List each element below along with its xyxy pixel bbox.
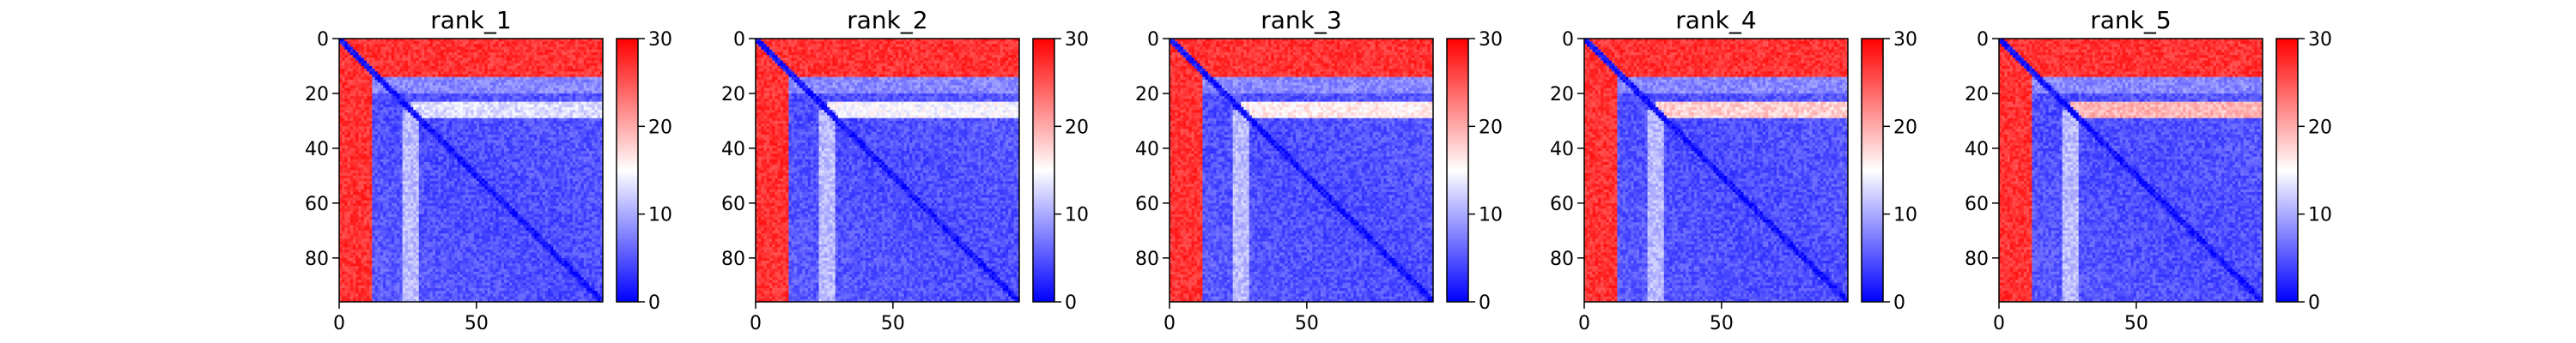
y-tick-label: 0 (1147, 29, 1159, 51)
colorbar-tick-label: 0 (2308, 292, 2320, 314)
y-tick-label: 0 (733, 29, 745, 51)
y-tick-label: 80 (1135, 249, 1159, 270)
colorbar-tick-label: 20 (1893, 117, 1917, 138)
y-tick-label: 80 (721, 249, 745, 270)
heatmap-frame (1169, 38, 1434, 303)
y-tick-label: 0 (317, 29, 329, 51)
colorbar-tick-label: 30 (1479, 29, 1503, 51)
colorbar-tick-label: 10 (648, 205, 672, 226)
colorbar-tick-label: 30 (1893, 29, 1917, 51)
colorbar-tick-label: 30 (1065, 29, 1089, 51)
y-tick-label: 40 (721, 139, 745, 160)
heatmap-image (756, 39, 1019, 302)
colorbar-tick-label: 20 (2308, 117, 2332, 138)
colorbar (1446, 38, 1469, 303)
y-tick-label: 80 (1965, 249, 1989, 270)
y-tick-label: 80 (305, 249, 329, 270)
colorbar-tick-label: 0 (1479, 292, 1491, 314)
y-tick-label: 0 (1977, 29, 1989, 51)
colorbar-tick-label: 30 (648, 29, 672, 51)
x-tick-label: 0 (333, 313, 345, 334)
colorbar-tick-label: 0 (1065, 292, 1077, 314)
colorbar-tick-label: 10 (1065, 205, 1089, 226)
colorbar-tick-label: 10 (1893, 205, 1917, 226)
chart-title: rank_2 (847, 6, 927, 34)
y-tick-label: 60 (1550, 194, 1574, 215)
colorbar-tick-label: 0 (648, 292, 660, 314)
heatmap-image (1170, 39, 1433, 302)
y-tick-label: 20 (305, 84, 329, 105)
panel-rank_4: rank_4 0 20 40 60 80 0 50 0 10 20 30 (1550, 6, 1917, 334)
chart-title: rank_4 (1675, 6, 1756, 34)
y-tick-label: 20 (1135, 84, 1159, 105)
y-tick-label: 40 (1965, 139, 1989, 160)
y-tick-label: 60 (305, 194, 329, 215)
y-tick-label: 20 (721, 84, 745, 105)
colorbar (616, 38, 639, 303)
panel-rank_2: rank_2 0 20 40 60 80 0 50 0 10 20 30 (721, 6, 1089, 334)
chart-title: rank_5 (2090, 6, 2171, 34)
x-tick-label: 50 (2124, 313, 2148, 334)
x-tick-label: 50 (1295, 313, 1319, 334)
colorbar (1032, 38, 1055, 303)
heatmap-frame (1583, 38, 1849, 303)
colorbar-tick-label: 20 (648, 117, 672, 138)
x-tick-label: 50 (1710, 313, 1734, 334)
x-tick-label: 0 (750, 313, 762, 334)
heatmap-frame (755, 38, 1020, 303)
x-tick-label: 0 (1163, 313, 1176, 334)
y-tick-label: 80 (1550, 249, 1574, 270)
colorbar (1861, 38, 1884, 303)
colorbar-tick-label: 10 (2308, 205, 2332, 226)
colorbar-tick-label: 10 (1479, 205, 1503, 226)
y-tick-label: 0 (1562, 29, 1574, 51)
heatmap-image (1999, 39, 2263, 302)
panel-rank_1: rank_1 0 20 40 60 80 0 50 0 10 20 30 (305, 6, 672, 334)
chart-title: rank_1 (430, 6, 511, 34)
colorbar-tick-label: 30 (2308, 29, 2332, 51)
y-tick-label: 40 (305, 139, 329, 160)
heatmap-image (1584, 39, 1848, 302)
y-tick-label: 40 (1135, 139, 1159, 160)
x-tick-label: 0 (1993, 313, 2005, 334)
heatmap-image (339, 39, 603, 302)
colorbar-tick-label: 20 (1065, 117, 1089, 138)
y-tick-label: 60 (1135, 194, 1159, 215)
colorbar (2275, 38, 2299, 303)
y-tick-label: 20 (1965, 84, 1989, 105)
heatmap-frame (1998, 38, 2263, 303)
colorbar-tick-label: 0 (1893, 292, 1905, 314)
y-tick-label: 60 (721, 194, 745, 215)
x-tick-label: 50 (465, 313, 489, 334)
y-tick-label: 20 (1550, 84, 1574, 105)
y-tick-label: 40 (1550, 139, 1574, 160)
colorbar-tick-label: 20 (1479, 117, 1503, 138)
chart-title: rank_3 (1261, 6, 1341, 34)
x-tick-label: 50 (881, 313, 905, 334)
panel-rank_3: rank_3 0 20 40 60 80 0 50 0 10 20 30 (1135, 6, 1503, 334)
y-tick-label: 60 (1965, 194, 1989, 215)
panel-rank_5: rank_5 0 20 40 60 80 0 50 0 10 20 30 (1965, 6, 2332, 334)
x-tick-label: 0 (1578, 313, 1590, 334)
heatmap-frame (338, 38, 604, 303)
